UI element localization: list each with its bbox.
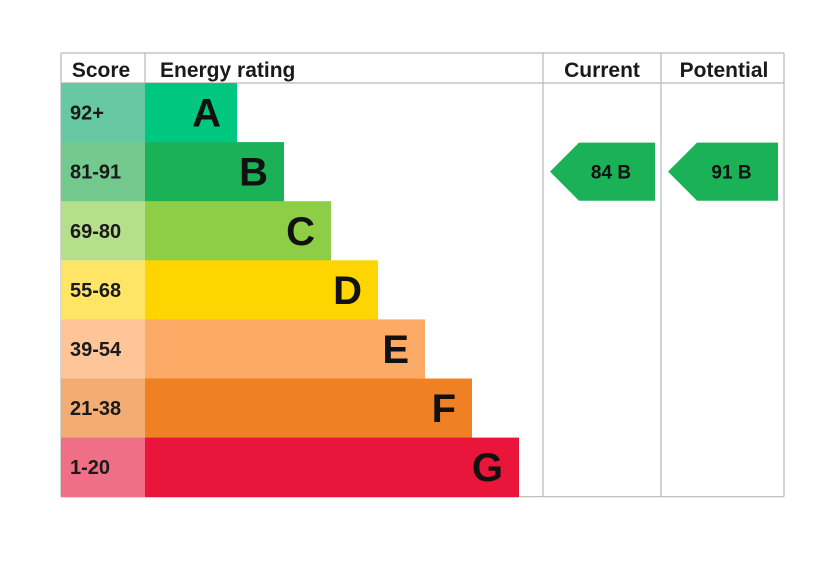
score-cell-d bbox=[61, 260, 145, 320]
rating-arrows: 84 B 91 B bbox=[550, 142, 778, 201]
band-letter-c: C bbox=[286, 210, 315, 254]
band-letter-e: E bbox=[382, 328, 409, 372]
potential-arrow bbox=[668, 142, 778, 201]
potential-arrow-label: 91 B bbox=[711, 163, 751, 184]
potential-header: Potential bbox=[680, 59, 769, 82]
rating-bars: 92+ A 81-91 B 69-80 C 55-68 D 39-54 E 21-38 F 1-20 G bbox=[61, 83, 519, 498]
score-header: Score bbox=[72, 59, 130, 82]
rating-bar-g bbox=[145, 437, 519, 498]
score-cell-a bbox=[61, 83, 145, 143]
band-letter-a: A bbox=[192, 92, 221, 136]
rating-bar-a bbox=[145, 83, 237, 143]
band-letter-d: D bbox=[333, 269, 362, 313]
table-headers: Score Energy rating Current Potential bbox=[72, 59, 769, 82]
rating-bar-c bbox=[145, 201, 331, 261]
score-cell-e bbox=[61, 319, 145, 379]
score-cell-g bbox=[61, 437, 145, 498]
score-range-c: 69-80 bbox=[70, 221, 121, 243]
score-range-b: 81-91 bbox=[70, 162, 121, 184]
score-cell-f bbox=[61, 378, 145, 439]
rating-bar-f bbox=[145, 378, 472, 439]
rating-bar-b bbox=[145, 142, 284, 202]
score-range-f: 21-38 bbox=[70, 398, 121, 420]
score-range-a: 92+ bbox=[70, 103, 104, 125]
rating-bar-d bbox=[145, 260, 378, 320]
band-letter-f: F bbox=[432, 387, 456, 431]
energy-rating-header: Energy rating bbox=[160, 59, 295, 82]
score-range-e: 39-54 bbox=[70, 339, 122, 361]
score-cell-b bbox=[61, 142, 145, 202]
rating-bar-e bbox=[145, 319, 425, 379]
current-arrow-label: 84 B bbox=[591, 163, 631, 184]
current-header: Current bbox=[564, 59, 640, 82]
score-cell-c bbox=[61, 201, 145, 261]
band-letter-b: B bbox=[239, 151, 268, 195]
band-letter-g: G bbox=[472, 446, 503, 490]
current-arrow bbox=[550, 142, 655, 201]
score-range-d: 55-68 bbox=[70, 280, 121, 302]
score-range-g: 1-20 bbox=[70, 457, 110, 479]
